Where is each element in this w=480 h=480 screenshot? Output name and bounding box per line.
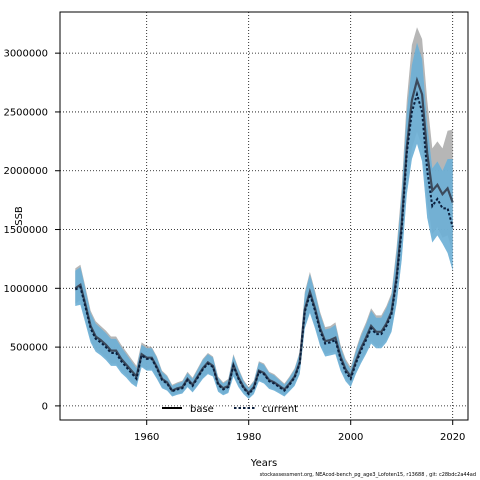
plot-frame <box>59 11 469 421</box>
y-axis: 0 500000 1000000 1500000 2000000 2500000 30000… <box>3 49 60 412</box>
x-tick-label: 1960 <box>134 432 159 443</box>
legend: base current <box>162 404 298 415</box>
x-axis-title: Years <box>250 458 277 469</box>
y-axis-title: SSB <box>14 206 25 226</box>
y-tick-label: 2000000 <box>3 166 48 177</box>
x-tick-label: 1980 <box>236 432 261 443</box>
footer-attribution: stockassessment.org, NEAcod-bench_pg_age… <box>259 472 476 478</box>
y-tick-label: 2500000 <box>3 107 48 118</box>
legend-label-base: base <box>190 404 214 415</box>
line-current <box>74 90 454 396</box>
x-tick-label: 2000 <box>338 432 363 443</box>
legend-label-current: current <box>262 404 298 415</box>
line-base <box>74 76 454 395</box>
y-tick-label: 500000 <box>10 343 48 354</box>
y-tick-label: 0 <box>42 401 48 412</box>
band-base <box>75 27 453 398</box>
y-tick-label: 1500000 <box>3 225 48 236</box>
y-tick-label: 1000000 <box>3 284 48 295</box>
y-tick-label: 3000000 <box>3 49 48 60</box>
series-lines <box>74 76 454 396</box>
x-axis: 1960 1980 2000 2020 <box>134 420 465 443</box>
band-current-light <box>75 42 453 399</box>
band-current <box>75 42 453 399</box>
x-tick-label: 2020 <box>440 432 465 443</box>
confidence-bands <box>75 27 453 399</box>
